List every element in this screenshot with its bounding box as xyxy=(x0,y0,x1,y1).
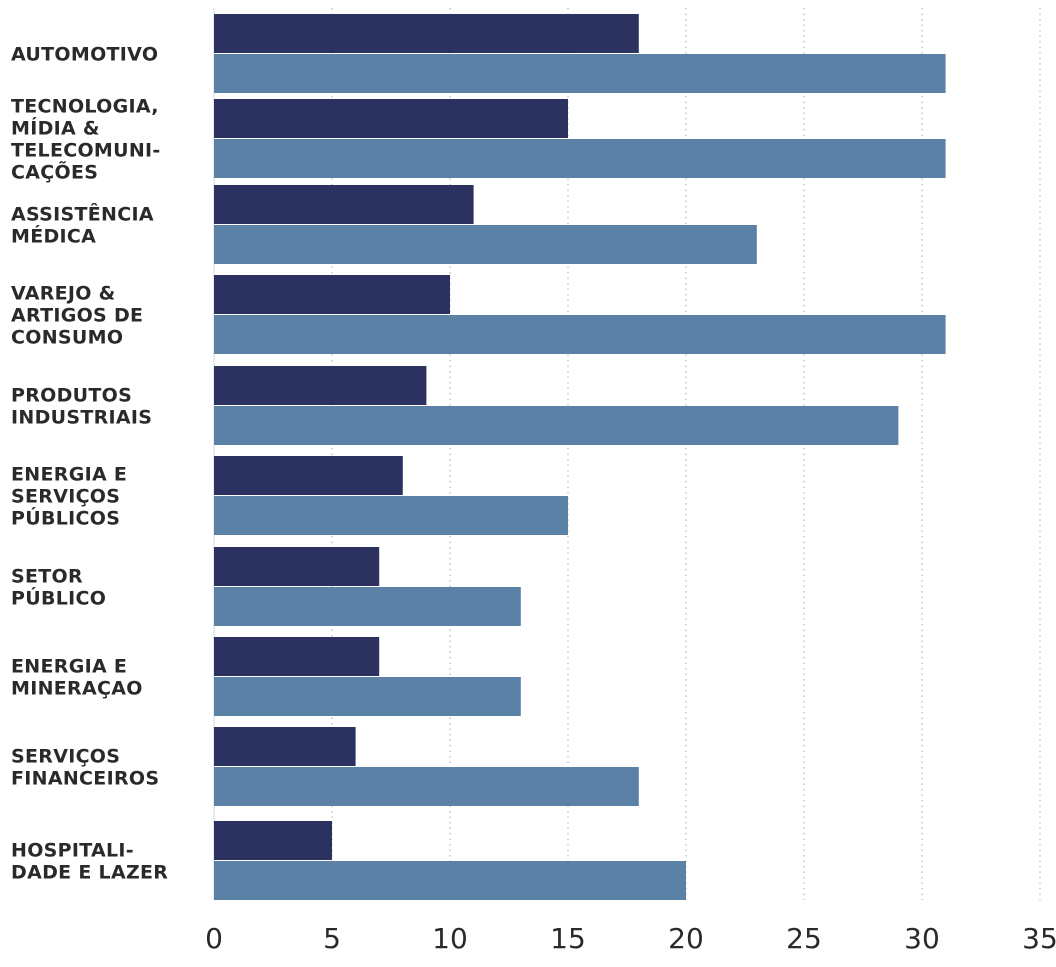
bar-series-2 xyxy=(214,406,899,445)
x-tick-label: 10 xyxy=(432,922,468,955)
category-label-line: VAREJO & xyxy=(11,283,116,305)
category-label-line: MINERAÇAO xyxy=(11,678,143,700)
bar-series-2 xyxy=(214,315,946,354)
category-label: SERVIÇOS FINANCEIROS xyxy=(11,746,159,790)
category-label-line: PRODUTOS xyxy=(11,385,132,407)
category-label-line: ASSISTÊNCIA xyxy=(11,203,154,226)
bars xyxy=(214,14,946,900)
category-label-line: TELECOMUNI- xyxy=(11,140,161,162)
category-label-line: FINANCEIROS xyxy=(11,768,159,790)
category-label: ENERGIA E SERVIÇOS PÚBLICOS xyxy=(11,464,127,530)
category-label-line: TECNOLOGIA, xyxy=(11,96,159,118)
category-label-line: INDUSTRIAIS xyxy=(11,407,152,429)
x-tick-label: 35 xyxy=(1022,922,1056,955)
bar-series-2 xyxy=(214,767,639,806)
category-label: TECNOLOGIA, MÍDIA & TELECOMUNI-CAÇÕES xyxy=(11,96,161,184)
category-label-line: CONSUMO xyxy=(11,327,123,349)
category-label-line: ARTIGOS DE xyxy=(11,305,143,327)
category-label: SETOR PÚBLICO xyxy=(11,566,106,610)
category-label: PRODUTOS INDUSTRIAIS xyxy=(11,385,152,429)
category-label-line: HOSPITALI- xyxy=(11,840,134,862)
bar-series-1 xyxy=(214,275,450,314)
bar-series-1 xyxy=(214,366,427,405)
category-label: ASSISTÊNCIA MÉDICA xyxy=(11,203,154,248)
x-tick-label: 20 xyxy=(668,922,704,955)
category-label: ENERGIA E MINERAÇAO xyxy=(11,656,143,700)
category-label-line: SERVIÇOS xyxy=(11,746,120,768)
category-label-line: PÚBLICO xyxy=(11,586,106,610)
category-label: HOSPITALI-DADE E LAZER xyxy=(11,840,168,884)
bar-series-2 xyxy=(214,54,946,93)
bar-series-2 xyxy=(214,861,686,900)
bar-series-1 xyxy=(214,185,474,224)
bar-series-1 xyxy=(214,456,403,495)
category-label-line: SERVIÇOS xyxy=(11,486,120,508)
category-label-line: DADE E LAZER xyxy=(11,862,168,884)
x-tick-label: 5 xyxy=(323,922,341,955)
category-label-line: PÚBLICOS xyxy=(11,506,120,530)
x-axis-ticks: 0 5 10 15 20 25 30 35 xyxy=(205,922,1056,955)
category-label-line: CAÇÕES xyxy=(11,160,98,184)
category-label: VAREJO & ARTIGOS DE CONSUMO xyxy=(11,283,143,349)
x-tick-label: 25 xyxy=(786,922,822,955)
bar-series-2 xyxy=(214,139,946,178)
bar-series-1 xyxy=(214,637,380,676)
bar-series-2 xyxy=(214,677,521,716)
category-label-line: MÍDIA & xyxy=(11,117,100,140)
category-label-line: SETOR xyxy=(11,566,83,588)
x-tick-label: 15 xyxy=(550,922,586,955)
category-label: AUTOMOTIVO xyxy=(11,44,158,66)
bar-series-1 xyxy=(214,14,639,53)
bar-series-1 xyxy=(214,821,332,860)
bar-series-1 xyxy=(214,99,568,138)
category-label-line: ENERGIA E xyxy=(11,464,127,486)
category-label-line: AUTOMOTIVO xyxy=(11,44,158,66)
x-tick-label: 30 xyxy=(904,922,940,955)
category-label-line: ENERGIA E xyxy=(11,656,127,678)
bar-series-2 xyxy=(214,587,521,626)
bar-series-1 xyxy=(214,727,356,766)
bar-series-2 xyxy=(214,496,568,535)
x-tick-label: 0 xyxy=(205,922,223,955)
category-label-line: MÉDICA xyxy=(11,225,96,248)
bar-series-2 xyxy=(214,225,757,264)
bar-series-1 xyxy=(214,547,380,586)
